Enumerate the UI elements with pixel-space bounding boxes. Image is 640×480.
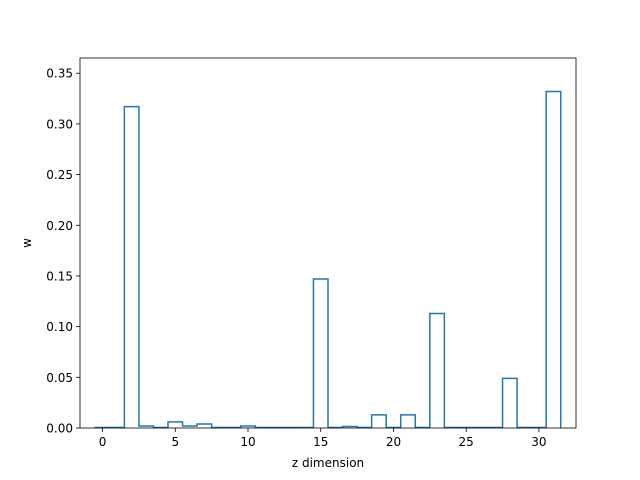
x-tick-label: 30 (531, 435, 546, 449)
y-tick-label: 0.10 (46, 320, 73, 334)
y-axis-ticks: 0.00 0.05 0.10 0.15 0.20 0.25 0.30 0.35 (46, 67, 80, 436)
histogram-step-line (94, 90, 562, 429)
x-axis-ticks: 0 5 10 15 20 25 30 (99, 428, 547, 449)
y-tick-label: 0.35 (46, 67, 73, 81)
x-tick-label: 20 (386, 435, 401, 449)
y-tick-label: 0.20 (46, 219, 73, 233)
x-tick-label: 15 (313, 435, 328, 449)
y-tick-label: 0.30 (46, 117, 73, 131)
y-tick-label: 0.25 (46, 168, 73, 182)
x-tick-label: 10 (240, 435, 255, 449)
y-tick-label: 0.05 (46, 371, 73, 385)
x-tick-label: 5 (171, 435, 179, 449)
x-tick-label: 0 (99, 435, 107, 449)
plot-frame (79, 57, 577, 429)
y-tick-label: 0.15 (46, 269, 73, 283)
y-axis-label: w (20, 238, 34, 248)
x-tick-label: 25 (459, 435, 474, 449)
x-axis-label: z dimension (292, 456, 364, 470)
y-tick-label: 0.00 (46, 422, 73, 436)
